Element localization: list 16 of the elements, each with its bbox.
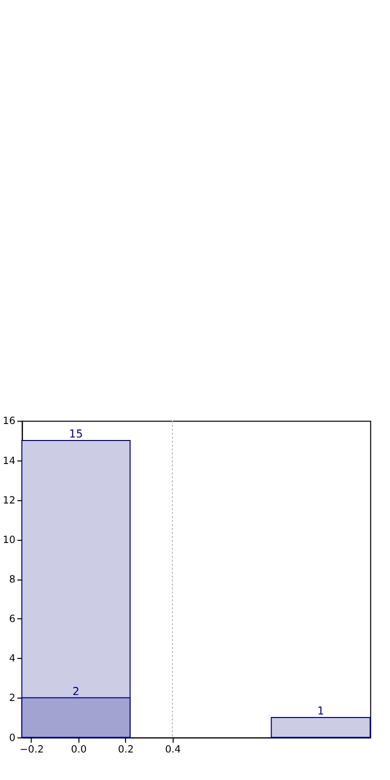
x-tick-label: 0.2 xyxy=(118,744,134,756)
data-label: 1 xyxy=(317,704,324,718)
y-tick-label: 8 xyxy=(9,574,16,586)
y-tick-label: 16 xyxy=(2,416,16,428)
x-tick-label: 0.0 xyxy=(70,744,87,756)
data-label: 15 xyxy=(69,428,83,441)
y-tick-label: 12 xyxy=(2,495,16,506)
y-tick-label: 14 xyxy=(2,456,16,467)
y-tick-label: 10 xyxy=(2,534,16,546)
data-label: 2 xyxy=(72,684,80,698)
y-tick-label: 4 xyxy=(9,654,16,665)
y-tick-label: 2 xyxy=(9,693,16,704)
y-tick-label: 6 xyxy=(9,614,16,626)
x-tick-label: 0.4 xyxy=(165,744,181,756)
x-tick-label: −0.2 xyxy=(20,744,44,756)
y-tick-label: 0 xyxy=(9,732,16,744)
